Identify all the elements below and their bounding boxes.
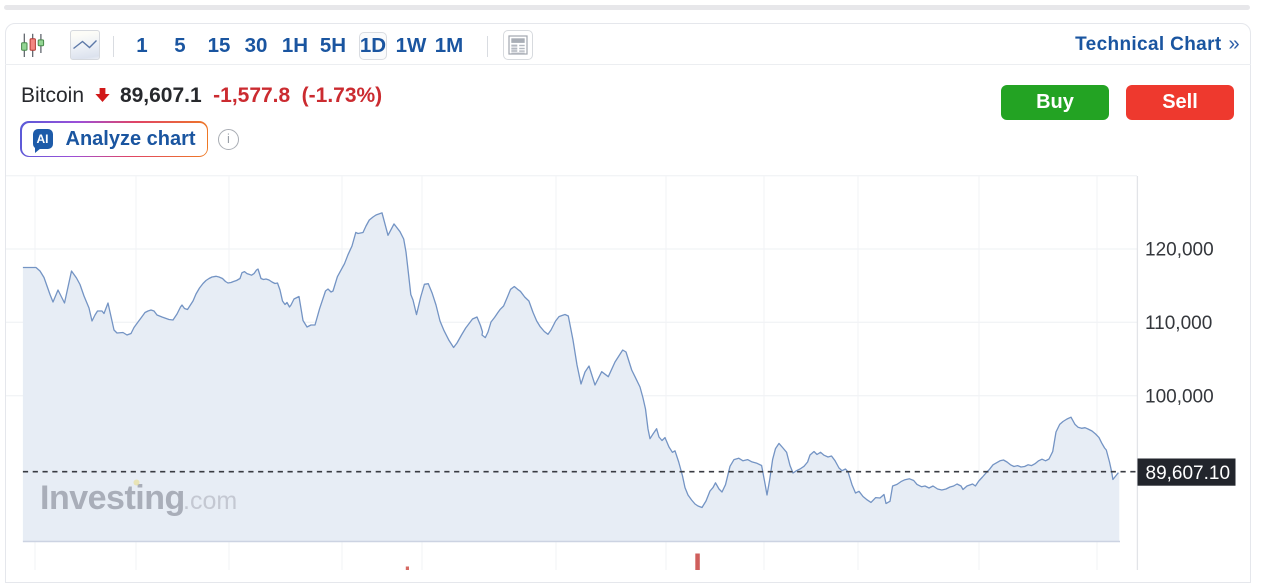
svg-text:Investing: Investing [40, 479, 185, 517]
svg-text:120,000: 120,000 [1145, 240, 1214, 261]
svg-text:89,607.10: 89,607.10 [1146, 463, 1231, 484]
svg-text:.com: .com [183, 487, 237, 515]
svg-text:110,000: 110,000 [1145, 313, 1212, 334]
svg-text:100,000: 100,000 [1145, 386, 1214, 407]
